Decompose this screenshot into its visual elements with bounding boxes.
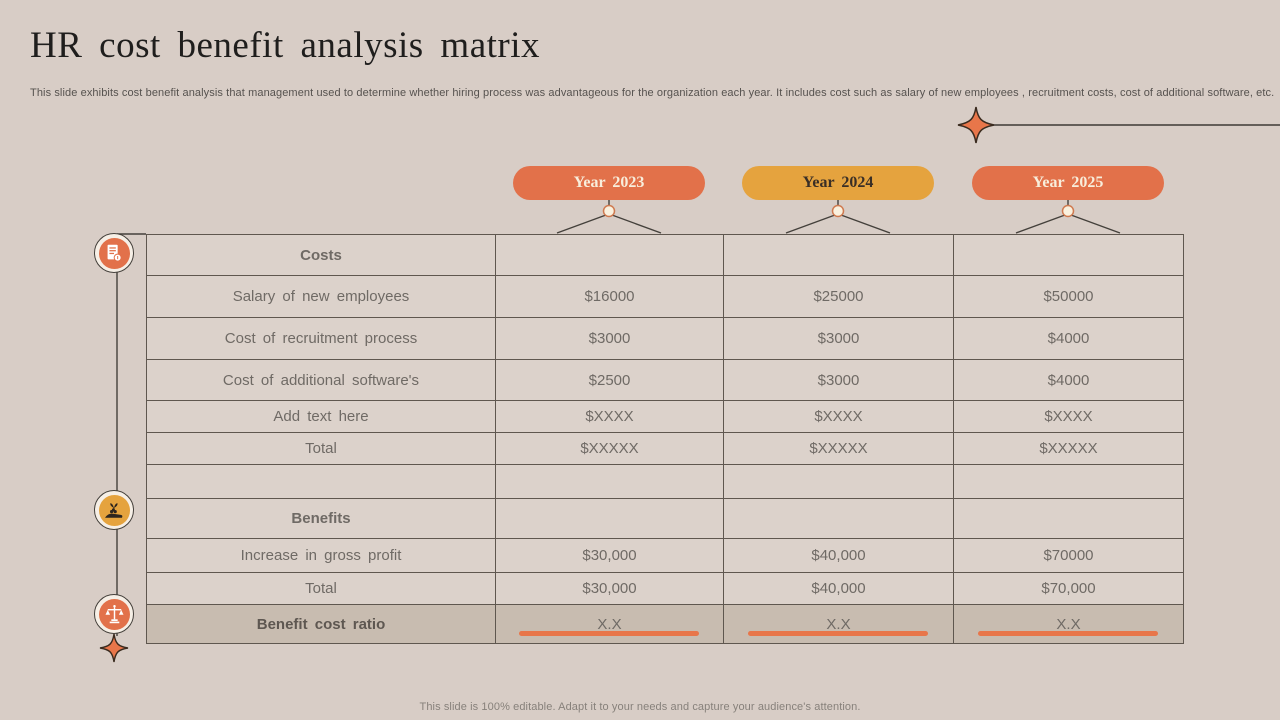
slide-subtitle: This slide exhibits cost benefit analysi… <box>30 87 1275 99</box>
value-cell[interactable]: $3000 <box>495 317 724 360</box>
table-row: Cost of additional software's $2500 $300… <box>146 359 1184 401</box>
value-cell[interactable]: $XXXXX <box>495 432 724 465</box>
table-row: Costs <box>146 234 1184 276</box>
ratio-underline <box>748 631 928 636</box>
value-cell[interactable] <box>953 464 1184 499</box>
value-cell[interactable]: $3000 <box>723 317 954 360</box>
ratio-underline <box>978 631 1158 636</box>
value-cell[interactable]: X.X <box>723 604 954 644</box>
row-label-cell[interactable]: Increase in gross profit <box>146 538 496 573</box>
table-row: Cost of recruitment process $3000 $3000 … <box>146 317 1184 360</box>
value-cell[interactable]: $30,000 <box>495 572 724 605</box>
table-row <box>146 464 1184 499</box>
sparkle-star-icon <box>99 633 129 663</box>
value-cell[interactable]: $25000 <box>723 275 954 318</box>
value-cell[interactable] <box>495 234 724 276</box>
year-pill-2024[interactable]: Year 2024 <box>742 166 934 200</box>
growth-investment-icon <box>94 490 134 530</box>
row-label-cell[interactable]: Total <box>146 432 496 465</box>
value-cell[interactable]: X.X <box>953 604 1184 644</box>
value-cell[interactable] <box>723 464 954 499</box>
table-row: Total $30,000 $40,000 $70,000 <box>146 572 1184 605</box>
value-cell[interactable]: $2500 <box>495 359 724 401</box>
value-cell[interactable]: $30,000 <box>495 538 724 573</box>
value-cell[interactable]: $XXXX <box>495 400 724 433</box>
ratio-underline <box>519 631 699 636</box>
value-cell[interactable] <box>495 498 724 539</box>
row-label-cell[interactable] <box>146 464 496 499</box>
footer-note: This slide is 100% editable. Adapt it to… <box>419 701 861 713</box>
section-header-cell[interactable]: Benefits <box>146 498 496 539</box>
value-cell[interactable] <box>723 234 954 276</box>
value-cell[interactable]: $XXXXX <box>723 432 954 465</box>
value-cell[interactable]: $50000 <box>953 275 1184 318</box>
sparkle-star-icon <box>957 106 995 144</box>
table-row: Benefits <box>146 498 1184 539</box>
value-cell[interactable]: $4000 <box>953 317 1184 360</box>
row-label-cell[interactable]: Total <box>146 572 496 605</box>
value-cell[interactable]: $XXXX <box>953 400 1184 433</box>
section-header-cell[interactable]: Costs <box>146 234 496 276</box>
value-cell[interactable]: $70,000 <box>953 572 1184 605</box>
value-cell[interactable]: $4000 <box>953 359 1184 401</box>
table-row: Benefit cost ratio X.X X.X X.X <box>146 604 1184 644</box>
value-cell[interactable]: X.X <box>495 604 724 644</box>
table-row: Salary of new employees $16000 $25000 $5… <box>146 275 1184 318</box>
row-label-cell[interactable]: Cost of recruitment process <box>146 317 496 360</box>
year-pill-2025[interactable]: Year 2025 <box>972 166 1164 200</box>
invoice-icon <box>94 233 134 273</box>
row-label-cell[interactable]: Benefit cost ratio <box>146 604 496 644</box>
value-cell[interactable]: $16000 <box>495 275 724 318</box>
row-label-cell[interactable]: Add text here <box>146 400 496 433</box>
cost-benefit-table: Costs Salary of new employees $16000 $25… <box>146 234 1184 644</box>
table-row: Increase in gross profit $30,000 $40,000… <box>146 538 1184 573</box>
value-cell[interactable]: $40,000 <box>723 538 954 573</box>
table-row: Add text here $XXXX $XXXX $XXXX <box>146 400 1184 433</box>
balance-scale-icon <box>94 594 134 634</box>
value-cell[interactable]: $3000 <box>723 359 954 401</box>
page-title: HR cost benefit analysis matrix <box>30 25 541 66</box>
value-cell[interactable]: $70000 <box>953 538 1184 573</box>
table-row: Total $XXXXX $XXXXX $XXXXX <box>146 432 1184 465</box>
value-cell[interactable] <box>953 498 1184 539</box>
row-label-cell[interactable]: Cost of additional software's <box>146 359 496 401</box>
value-cell[interactable]: $XXXXX <box>953 432 1184 465</box>
value-cell[interactable]: $XXXX <box>723 400 954 433</box>
year-pill-2023[interactable]: Year 2023 <box>513 166 705 200</box>
value-cell[interactable] <box>723 498 954 539</box>
value-cell[interactable] <box>495 464 724 499</box>
row-label-cell[interactable]: Salary of new employees <box>146 275 496 318</box>
value-cell[interactable]: $40,000 <box>723 572 954 605</box>
value-cell[interactable] <box>953 234 1184 276</box>
